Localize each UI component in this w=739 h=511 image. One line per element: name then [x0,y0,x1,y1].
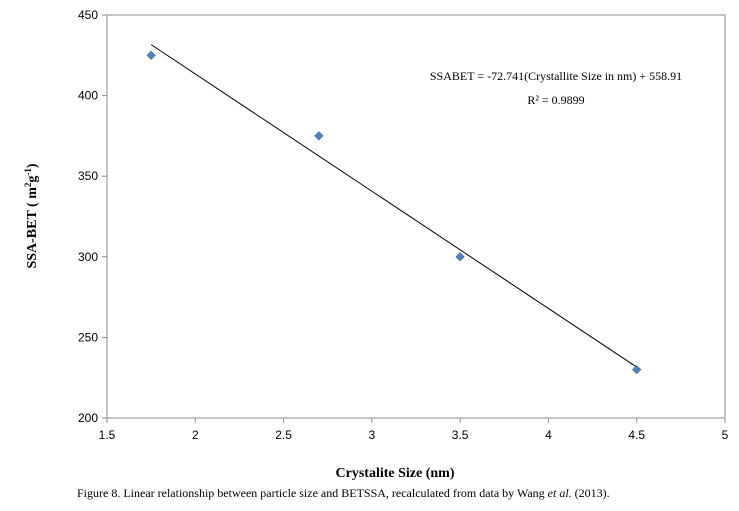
x-axis-ticks: 1.5 2 2.5 3 3.5 4 4.5 5 [99,418,729,442]
data-point [632,365,642,375]
x-tick-label: 3 [369,428,376,442]
y-tick-label: 250 [78,330,98,344]
caption-etal: et al. [547,486,572,500]
x-axis-title: Crystalite Size (nm) [336,466,455,480]
x-tick-label: 4.5 [628,428,645,442]
x-tick-label: 2.5 [275,428,292,442]
x-tick-label: 2 [192,428,199,442]
y-tick-label: 350 [78,169,98,183]
y-tick-label: 450 [78,8,98,22]
y-axis-title: SSA-BET ( m2g-1) [23,163,40,268]
x-tick-label: 4 [545,428,552,442]
y-axis-ticks: 200 250 300 350 400 450 [78,8,107,425]
scatter-chart: 1.5 2 2.5 3 3.5 4 4.5 5 200 250 300 350 400 450 SSAB… [23,8,729,480]
trendline [150,44,637,368]
figure-caption: Figure 8. Linear relationship between pa… [77,486,610,501]
y-tick-label: 400 [78,89,98,103]
data-points [146,50,642,375]
x-tick-label: 5 [722,428,729,442]
x-tick-label: 1.5 [99,428,116,442]
caption-suffix: (2013). [571,486,610,500]
caption-prefix: Figure 8. Linear relationship between pa… [77,486,548,500]
plot-area [106,14,726,419]
y-tick-label: 300 [78,250,98,264]
equation-label: SSABET = -72.741(Crystallite Size in nm)… [430,69,682,83]
y-tick-label: 200 [78,411,98,425]
data-point [314,131,324,141]
x-tick-label: 3.5 [452,428,469,442]
data-point [146,50,156,60]
r-squared-label: R² = 0.9899 [527,93,584,107]
data-point [455,252,465,262]
